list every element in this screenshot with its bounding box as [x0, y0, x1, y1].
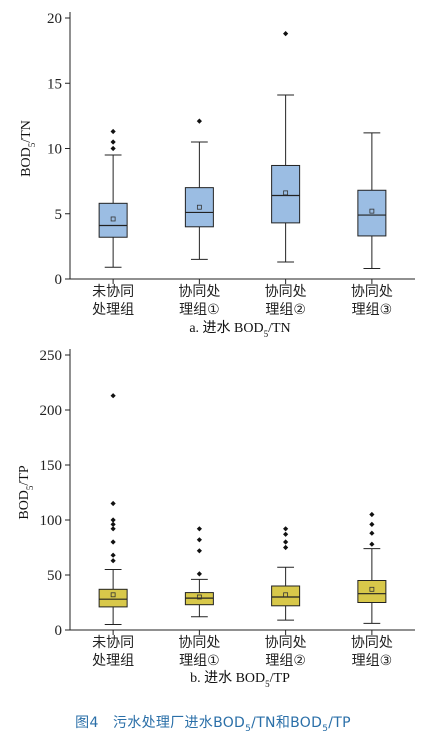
outlier-point — [111, 553, 116, 558]
sub-caption: b. 进水 BOD5/TP — [190, 670, 290, 689]
box-group — [185, 118, 213, 284]
category-label-line1: 协同处 — [351, 284, 393, 300]
category-label-line1: 协同处 — [178, 284, 220, 300]
box-iqr — [272, 165, 300, 222]
y-tick-label: 5 — [55, 207, 63, 223]
box-group — [185, 526, 213, 635]
y-tick-label: 250 — [40, 348, 63, 364]
outlier-point — [111, 139, 116, 144]
y-axis-title: BOD5/TN — [19, 120, 37, 177]
outlier-point — [197, 537, 202, 542]
sub-caption: a. 进水 BOD5/TN — [189, 320, 290, 339]
category-label-line2: 理组② — [265, 302, 306, 318]
box-group — [272, 31, 300, 284]
category-label-line2: 理组② — [265, 653, 306, 669]
outlier-point — [283, 526, 288, 531]
outlier-point — [111, 558, 116, 563]
outlier-point — [369, 522, 374, 527]
outlier-point — [283, 539, 288, 544]
category-label-line2: 处理组 — [92, 302, 134, 318]
box-iqr — [185, 188, 213, 227]
category-label-line2: 理组③ — [352, 653, 393, 669]
y-tick-label: 10 — [47, 142, 62, 158]
category-label-line1: 协同处 — [178, 635, 220, 651]
box-group — [358, 512, 386, 635]
box-group — [272, 526, 300, 635]
outlier-point — [111, 517, 116, 522]
chart-panel-b: 0 50 100 150 200 250 BOD5/TP 未协同处理组 协同处理组① 协同处理组②… — [0, 345, 426, 700]
y-tick-label: 150 — [40, 458, 63, 474]
category-label-line2: 理组① — [179, 302, 220, 318]
outlier-point — [111, 129, 116, 134]
outlier-point — [283, 31, 288, 36]
chart-panel-a: 0 5 10 15 20 BOD5/TN 未协同处理组 协同处理组① 协同处理组② 协同处理组③ a… — [0, 0, 426, 345]
box-iqr — [99, 589, 127, 607]
category-label-line1: 协同处 — [351, 635, 393, 651]
outlier-point — [111, 393, 116, 398]
box-group — [358, 133, 386, 284]
y-tick-label: 0 — [55, 623, 63, 639]
outlier-point — [197, 548, 202, 553]
category-label-line1: 未协同 — [92, 635, 134, 651]
y-tick-label: 50 — [47, 568, 62, 584]
y-tick-label: 20 — [47, 11, 62, 27]
box-group — [99, 129, 127, 284]
outlier-point — [197, 571, 202, 576]
category-label-line2: 处理组 — [92, 653, 134, 669]
category-label-line2: 理组① — [179, 653, 220, 669]
outlier-point — [369, 512, 374, 517]
box-group — [99, 393, 127, 635]
category-label-line1: 协同处 — [265, 635, 307, 651]
figure-caption: 图4 污水处理厂进水BOD5/TN和BOD5/TP — [0, 712, 426, 734]
outlier-point — [111, 146, 116, 151]
box-iqr — [99, 203, 127, 237]
outlier-point — [111, 539, 116, 544]
y-tick-label: 200 — [40, 403, 63, 419]
outlier-point — [369, 531, 374, 536]
category-label-line2: 理组③ — [352, 302, 393, 318]
outlier-point — [283, 545, 288, 550]
outlier-point — [369, 542, 374, 547]
outlier-point — [111, 501, 116, 506]
y-tick-label: 0 — [55, 272, 63, 288]
category-label-line1: 未协同 — [92, 284, 134, 300]
y-tick-label: 15 — [47, 76, 62, 92]
y-tick-label: 100 — [40, 513, 63, 529]
y-axis-title: BOD5/TP — [17, 465, 35, 520]
outlier-point — [197, 118, 202, 123]
outlier-point — [197, 526, 202, 531]
outlier-point — [283, 532, 288, 537]
box-iqr — [272, 586, 300, 606]
category-label-line1: 协同处 — [265, 284, 307, 300]
